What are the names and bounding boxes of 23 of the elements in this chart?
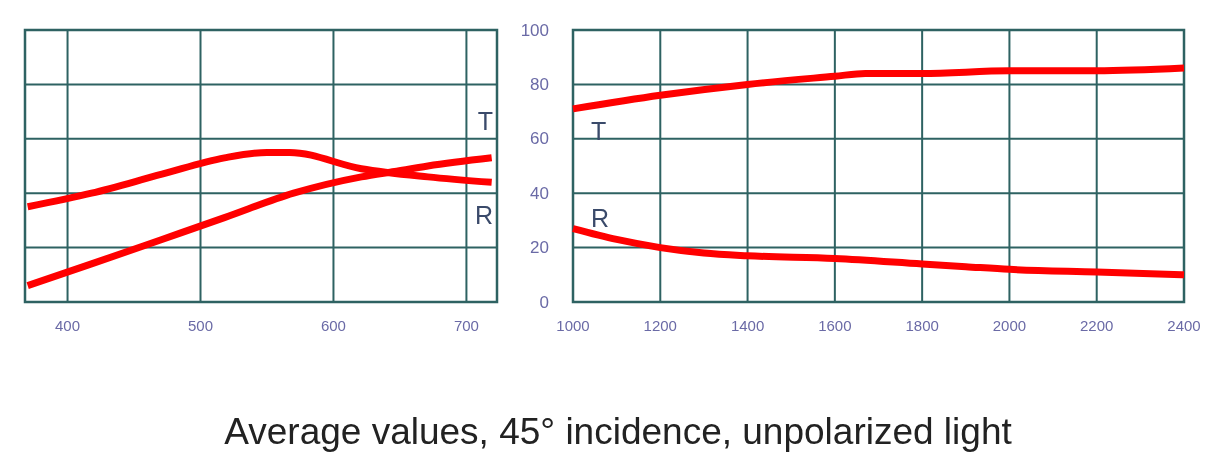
y-tick-label: 0	[539, 292, 549, 312]
x-tick-label: 600	[320, 317, 346, 334]
y-tick-label: 80	[530, 74, 549, 94]
y-tick-label: 60	[530, 129, 549, 149]
text: Average values, 45° incidence, unpolarized light	[224, 411, 1013, 452]
series-label: R	[591, 203, 610, 232]
x-tick-label: 1600	[818, 317, 852, 334]
y-tick-label: 40	[530, 183, 549, 203]
x-tick-label: 1200	[643, 317, 677, 334]
x-tick-label: 1800	[905, 317, 939, 334]
x-tick-label: 500	[187, 317, 214, 334]
series-label: T	[591, 116, 607, 145]
series-label: T	[477, 106, 493, 135]
y-tick-label: 100	[520, 20, 549, 40]
x-tick-label: 2400	[1167, 317, 1201, 334]
x-tick-label: 2200	[1080, 317, 1114, 334]
x-tick-label: 1400	[730, 317, 765, 334]
x-tick-label: 400	[55, 317, 81, 334]
x-tick-label: 1000	[556, 317, 590, 334]
y-tick-label: 20	[530, 238, 549, 258]
x-tick-label: 2000	[992, 317, 1027, 334]
x-tick-label: 700	[453, 317, 479, 334]
series-label: R	[474, 201, 493, 230]
